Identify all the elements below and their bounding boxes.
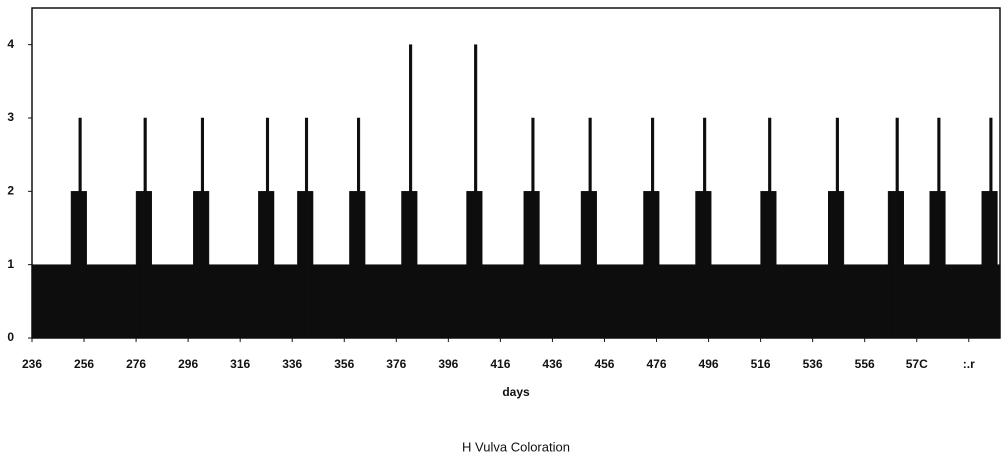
bar [307,191,314,339]
bar [268,191,275,339]
x-tick-label: 536 [803,357,823,371]
bar [770,191,777,339]
bar [143,117,147,339]
bar [828,191,837,339]
x-tick-label: 57C [906,357,928,371]
bar [203,191,210,339]
x-axis-label: days [502,385,530,399]
bar [651,117,655,339]
bar [703,117,707,339]
bar [193,191,202,339]
bar [273,264,298,339]
bar [401,191,410,339]
bar [997,264,1001,339]
bar [539,264,582,339]
x-tick-label: 336 [282,357,302,371]
y-tick-label: 4 [7,37,14,51]
bar [481,264,525,339]
bar [70,191,80,339]
bar [31,264,72,339]
x-tick-label: 556 [855,357,875,371]
bar [945,264,983,339]
bar [981,191,990,339]
bar [523,191,532,339]
y-tick-label: 1 [7,257,14,271]
y-tick-label: 0 [7,330,14,344]
bar [895,117,899,339]
bar [658,264,696,339]
bar [843,264,889,339]
bar [81,191,87,339]
x-tick-label: 296 [178,357,198,371]
bar [898,191,904,339]
bar [835,117,839,339]
bar [359,191,366,339]
x-tick-label: :.r [963,357,975,371]
bar [591,191,597,339]
bar [78,117,82,339]
bar [151,264,194,339]
y-tick-label: 2 [7,184,14,198]
bar [903,264,930,339]
y-tick-label: 3 [7,110,14,124]
bar [705,191,712,339]
bar [476,191,483,339]
bar [297,191,306,339]
bar [416,264,467,339]
bar [208,264,259,339]
bar [135,191,145,339]
bar [596,264,644,339]
bar [710,264,761,339]
x-tick-label: 396 [438,357,458,371]
x-tick-label: 376 [386,357,406,371]
bar [989,117,993,339]
bar [304,117,309,339]
bar [775,264,829,339]
bar [580,191,590,339]
x-tick-label: 416 [490,357,510,371]
legend-label: H Vulva Coloration [462,439,570,454]
bar [409,44,413,339]
x-tick-label: 456 [594,357,614,371]
x-tick-label: 316 [230,357,250,371]
bar [653,191,660,339]
bar [887,191,897,339]
bar [357,117,361,339]
bar [768,117,772,339]
x-tick-label: 256 [74,357,94,371]
bar [939,191,946,339]
bar [838,191,845,339]
bar [312,264,350,339]
bar [146,191,152,339]
x-tick-label: 276 [126,357,146,371]
bar [466,191,475,339]
x-tick-label: 236 [22,357,42,371]
bar [86,264,137,339]
bar [364,264,402,339]
bar [474,44,478,339]
bar [265,117,270,339]
x-tick-label: 496 [699,357,719,371]
x-tick-label: 436 [542,357,562,371]
bar [991,191,998,339]
bar [937,117,941,339]
bar [349,191,358,339]
bar [929,191,938,339]
bar [531,117,535,339]
bar [588,117,592,339]
x-tick-label: 516 [751,357,771,371]
bar [258,191,267,339]
bar [760,191,769,339]
bar [411,191,418,339]
x-tick-label: 356 [334,357,354,371]
bar [643,191,652,339]
bar [200,117,204,339]
bar [695,191,704,339]
bar [533,191,540,339]
x-tick-label: 476 [647,357,667,371]
